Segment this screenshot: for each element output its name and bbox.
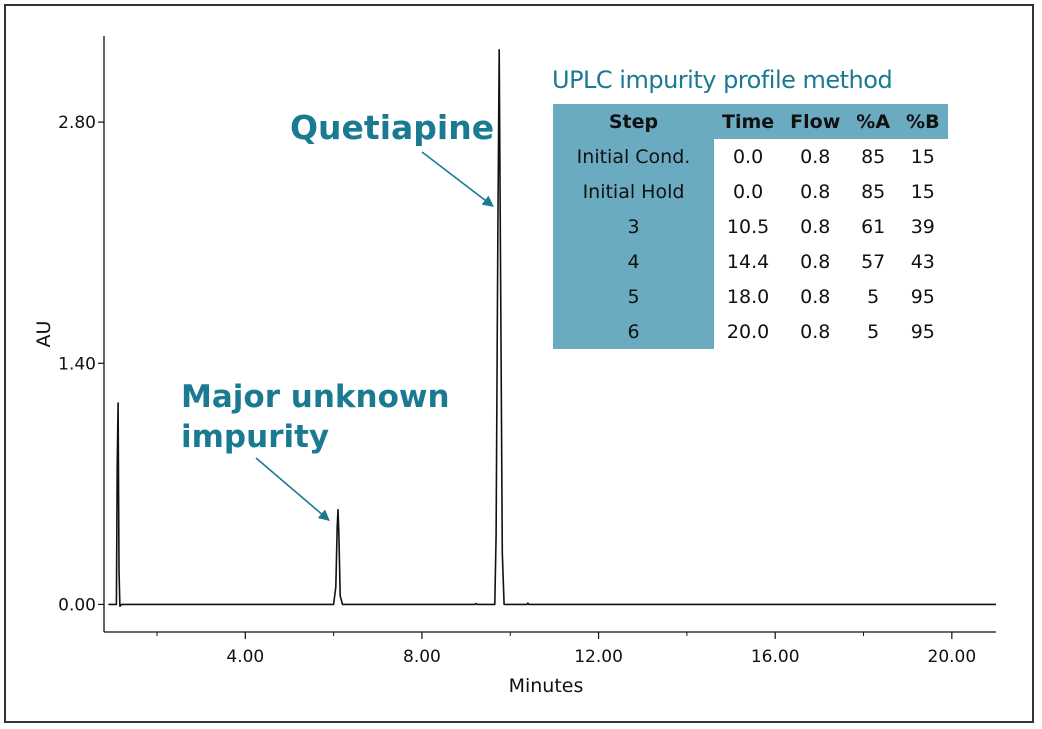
chromatogram-trace bbox=[108, 48, 996, 608]
method-value-cell: 0.8 bbox=[800, 250, 831, 273]
annotation-quetiapine-arrow bbox=[421, 151, 494, 207]
method-value-cell: 15 bbox=[910, 145, 935, 168]
method-step-cell: Initial Hold bbox=[553, 174, 714, 209]
method-value-cell: 61 bbox=[861, 215, 886, 238]
method-value-cell: 14.4 bbox=[726, 250, 770, 273]
method-table: Step Time Flow %A %B Initial Cond. 0.0 0.8 85 15… bbox=[553, 104, 948, 349]
method-step-cell: Initial Cond. bbox=[553, 139, 714, 174]
y-tick-label: 1.40 bbox=[58, 354, 96, 374]
x-tick-label: 4.00 bbox=[226, 647, 264, 667]
method-value-cell: 43 bbox=[910, 250, 935, 273]
method-row: 3 10.5 0.8 61 39 bbox=[553, 209, 948, 244]
method-value-cell: 0.8 bbox=[800, 145, 831, 168]
method-value-cell: 85 bbox=[861, 180, 886, 203]
x-tick-label: 12.00 bbox=[574, 647, 623, 667]
method-value-cell: 0.0 bbox=[732, 180, 764, 203]
method-title: UPLC impurity profile method bbox=[552, 66, 893, 94]
annotation-impurity-line: impurity bbox=[181, 419, 329, 455]
method-step-cell: 3 bbox=[553, 209, 714, 244]
method-row: Initial Hold 0.0 0.8 85 15 bbox=[553, 174, 948, 209]
method-value-cell: 0.8 bbox=[800, 180, 831, 203]
annotation-impurity-arrow bbox=[255, 457, 330, 522]
method-row: 6 20.0 0.8 5 95 bbox=[553, 314, 948, 349]
y-axis-title: AU bbox=[33, 321, 55, 348]
series-layer bbox=[108, 48, 996, 608]
method-header-cell: Step bbox=[553, 104, 714, 139]
method-value-cell: 57 bbox=[861, 250, 886, 273]
y-tick-label: 0.00 bbox=[58, 595, 96, 615]
x-axis-title: Minutes bbox=[509, 675, 584, 697]
annotation-impurity-line: Major unknown bbox=[181, 379, 450, 415]
method-value-cell: 5 bbox=[867, 285, 880, 308]
method-value-cell: 39 bbox=[910, 215, 935, 238]
method-value-cell: 15 bbox=[910, 180, 935, 203]
method-row: 5 18.0 0.8 5 95 bbox=[553, 279, 948, 314]
method-value-cell: 95 bbox=[910, 320, 935, 343]
method-header-cell: Time bbox=[714, 104, 783, 139]
method-header-cell: %B bbox=[898, 104, 948, 139]
x-tick-label: 20.00 bbox=[928, 647, 977, 667]
method-row: 4 14.4 0.8 57 43 bbox=[553, 244, 948, 279]
x-tick-label: 8.00 bbox=[403, 647, 441, 667]
axes: 0.00 1.40 2.80 4.00 8.00 12.00 16.00 20.00 Minut… bbox=[33, 36, 996, 697]
method-table-header-row: Step Time Flow %A %B bbox=[553, 104, 948, 139]
method-table-body: Initial Cond. 0.0 0.8 85 15 Initial Hold 0.0 0.… bbox=[553, 139, 948, 349]
annotation-quetiapine: Quetiapine bbox=[290, 108, 494, 147]
method-value-cell: 0.8 bbox=[800, 285, 831, 308]
method-value-cell: 20.0 bbox=[726, 320, 770, 343]
method-header-cell: Flow bbox=[782, 104, 849, 139]
method-row: Initial Cond. 0.0 0.8 85 15 bbox=[553, 139, 948, 174]
y-tick-label: 2.80 bbox=[58, 113, 96, 133]
annotation-layer: Quetiapine Major unknown impurity bbox=[181, 108, 494, 522]
method-value-cell: 18.0 bbox=[726, 285, 770, 308]
method-value-cell: 0.0 bbox=[732, 145, 764, 168]
x-tick-label: 16.00 bbox=[751, 647, 800, 667]
method-value-cell: 5 bbox=[867, 320, 880, 343]
method-value-cell: 10.5 bbox=[726, 215, 770, 238]
method-header-cell: %A bbox=[848, 104, 899, 139]
method-step-cell: 5 bbox=[553, 279, 714, 314]
method-value-cell: 95 bbox=[910, 285, 935, 308]
method-step-cell: 6 bbox=[553, 314, 714, 349]
method-value-cell: 0.8 bbox=[800, 215, 831, 238]
method-value-cell: 0.8 bbox=[800, 320, 831, 343]
method-value-cell: 85 bbox=[861, 145, 886, 168]
method-step-cell: 4 bbox=[553, 244, 714, 279]
